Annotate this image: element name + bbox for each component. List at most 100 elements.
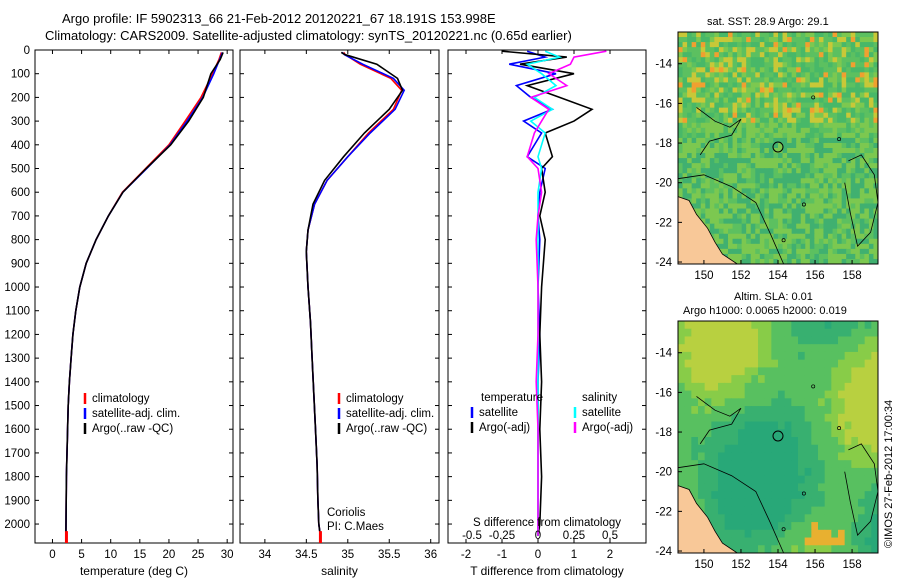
map-cell xyxy=(818,359,826,368)
series-group xyxy=(501,50,607,537)
map-cell xyxy=(832,148,838,154)
map-cell xyxy=(864,351,872,361)
map-cell xyxy=(831,382,839,392)
map-cell xyxy=(846,107,852,114)
map-cell xyxy=(814,173,820,179)
map-cell xyxy=(696,158,702,164)
map-cell xyxy=(800,127,806,134)
map-cell xyxy=(784,336,792,345)
map-cell xyxy=(724,406,732,415)
map-cell xyxy=(709,163,715,169)
map-cell xyxy=(759,198,765,204)
map-cell xyxy=(691,37,697,43)
map-cell xyxy=(798,498,806,508)
map-cell xyxy=(759,92,765,99)
map-cell xyxy=(746,163,752,169)
map-cell xyxy=(764,163,770,169)
map-cell xyxy=(841,92,847,99)
map-cell xyxy=(868,213,874,220)
map-cell xyxy=(709,218,715,225)
map-cell xyxy=(750,47,756,53)
map-cell xyxy=(705,173,711,179)
map-cell xyxy=(859,253,865,260)
map-cell xyxy=(850,233,856,240)
map-cell xyxy=(846,163,852,169)
map-cell xyxy=(684,421,692,430)
map-cell xyxy=(844,359,852,368)
map-cell xyxy=(691,351,699,361)
y-tick-label: 100 xyxy=(11,69,30,81)
map-cell xyxy=(684,367,692,376)
map-cell xyxy=(868,193,874,199)
map-cell xyxy=(746,52,752,58)
map-cell xyxy=(718,173,724,179)
map-cell xyxy=(755,47,761,53)
map-cell xyxy=(714,163,720,169)
map-cell xyxy=(831,483,839,492)
map-cell xyxy=(678,102,684,109)
map-cell xyxy=(732,122,738,129)
map-cell xyxy=(764,253,770,260)
map-cell xyxy=(738,483,746,492)
map-cell xyxy=(732,208,738,215)
map-cell xyxy=(737,102,743,109)
map-cell xyxy=(718,158,724,164)
map-cell xyxy=(764,47,770,53)
map-cell xyxy=(718,97,724,104)
map-cell xyxy=(798,382,806,392)
map-cell xyxy=(746,72,752,78)
map-cell xyxy=(858,545,866,554)
map-cell xyxy=(778,122,784,129)
map-cell xyxy=(723,218,729,225)
map-cell xyxy=(764,545,772,554)
map-cell xyxy=(791,413,799,423)
map-cell xyxy=(798,328,806,337)
map-cell xyxy=(818,248,824,255)
map-cell xyxy=(704,460,712,469)
map-cell xyxy=(691,153,697,159)
bathymetry-contour xyxy=(677,463,784,554)
map-cell xyxy=(846,47,852,53)
map-cell xyxy=(859,112,865,119)
map-cell xyxy=(831,367,839,376)
map-cell xyxy=(750,92,756,99)
map-cell xyxy=(723,92,729,99)
map-cell xyxy=(696,67,702,73)
map-cell xyxy=(696,52,702,58)
map-cell xyxy=(737,253,743,260)
map-cell xyxy=(771,336,779,345)
map-cell xyxy=(700,72,706,78)
map-cell xyxy=(824,491,832,500)
map-cell xyxy=(814,127,820,134)
map-cell xyxy=(814,102,820,109)
map-cell xyxy=(818,163,824,169)
map-cell xyxy=(682,92,688,99)
map-cell xyxy=(758,328,766,337)
map-cell xyxy=(750,213,756,220)
map-cell xyxy=(784,321,792,330)
map-cell xyxy=(700,37,706,43)
map-cell xyxy=(798,336,806,345)
map-cell xyxy=(800,102,806,109)
map-cell xyxy=(837,203,843,210)
map-cell xyxy=(859,213,865,220)
map-cell xyxy=(732,97,738,104)
map-cell xyxy=(718,163,724,169)
map-cell xyxy=(782,158,788,164)
map-cell xyxy=(758,421,766,430)
map-cell xyxy=(841,137,847,144)
map-cell xyxy=(873,52,879,58)
map-cell xyxy=(851,336,859,345)
map-cell xyxy=(711,491,719,500)
map-cell xyxy=(837,208,843,215)
map-cell xyxy=(704,444,712,453)
map-cell xyxy=(705,62,711,68)
map-cell xyxy=(831,491,839,500)
map-cell xyxy=(691,117,697,124)
map-cell xyxy=(778,406,786,415)
map-cell xyxy=(798,398,806,407)
map-cell xyxy=(868,253,874,260)
map-cell xyxy=(787,243,793,250)
map-cell xyxy=(738,406,746,415)
map-cell xyxy=(778,238,784,245)
